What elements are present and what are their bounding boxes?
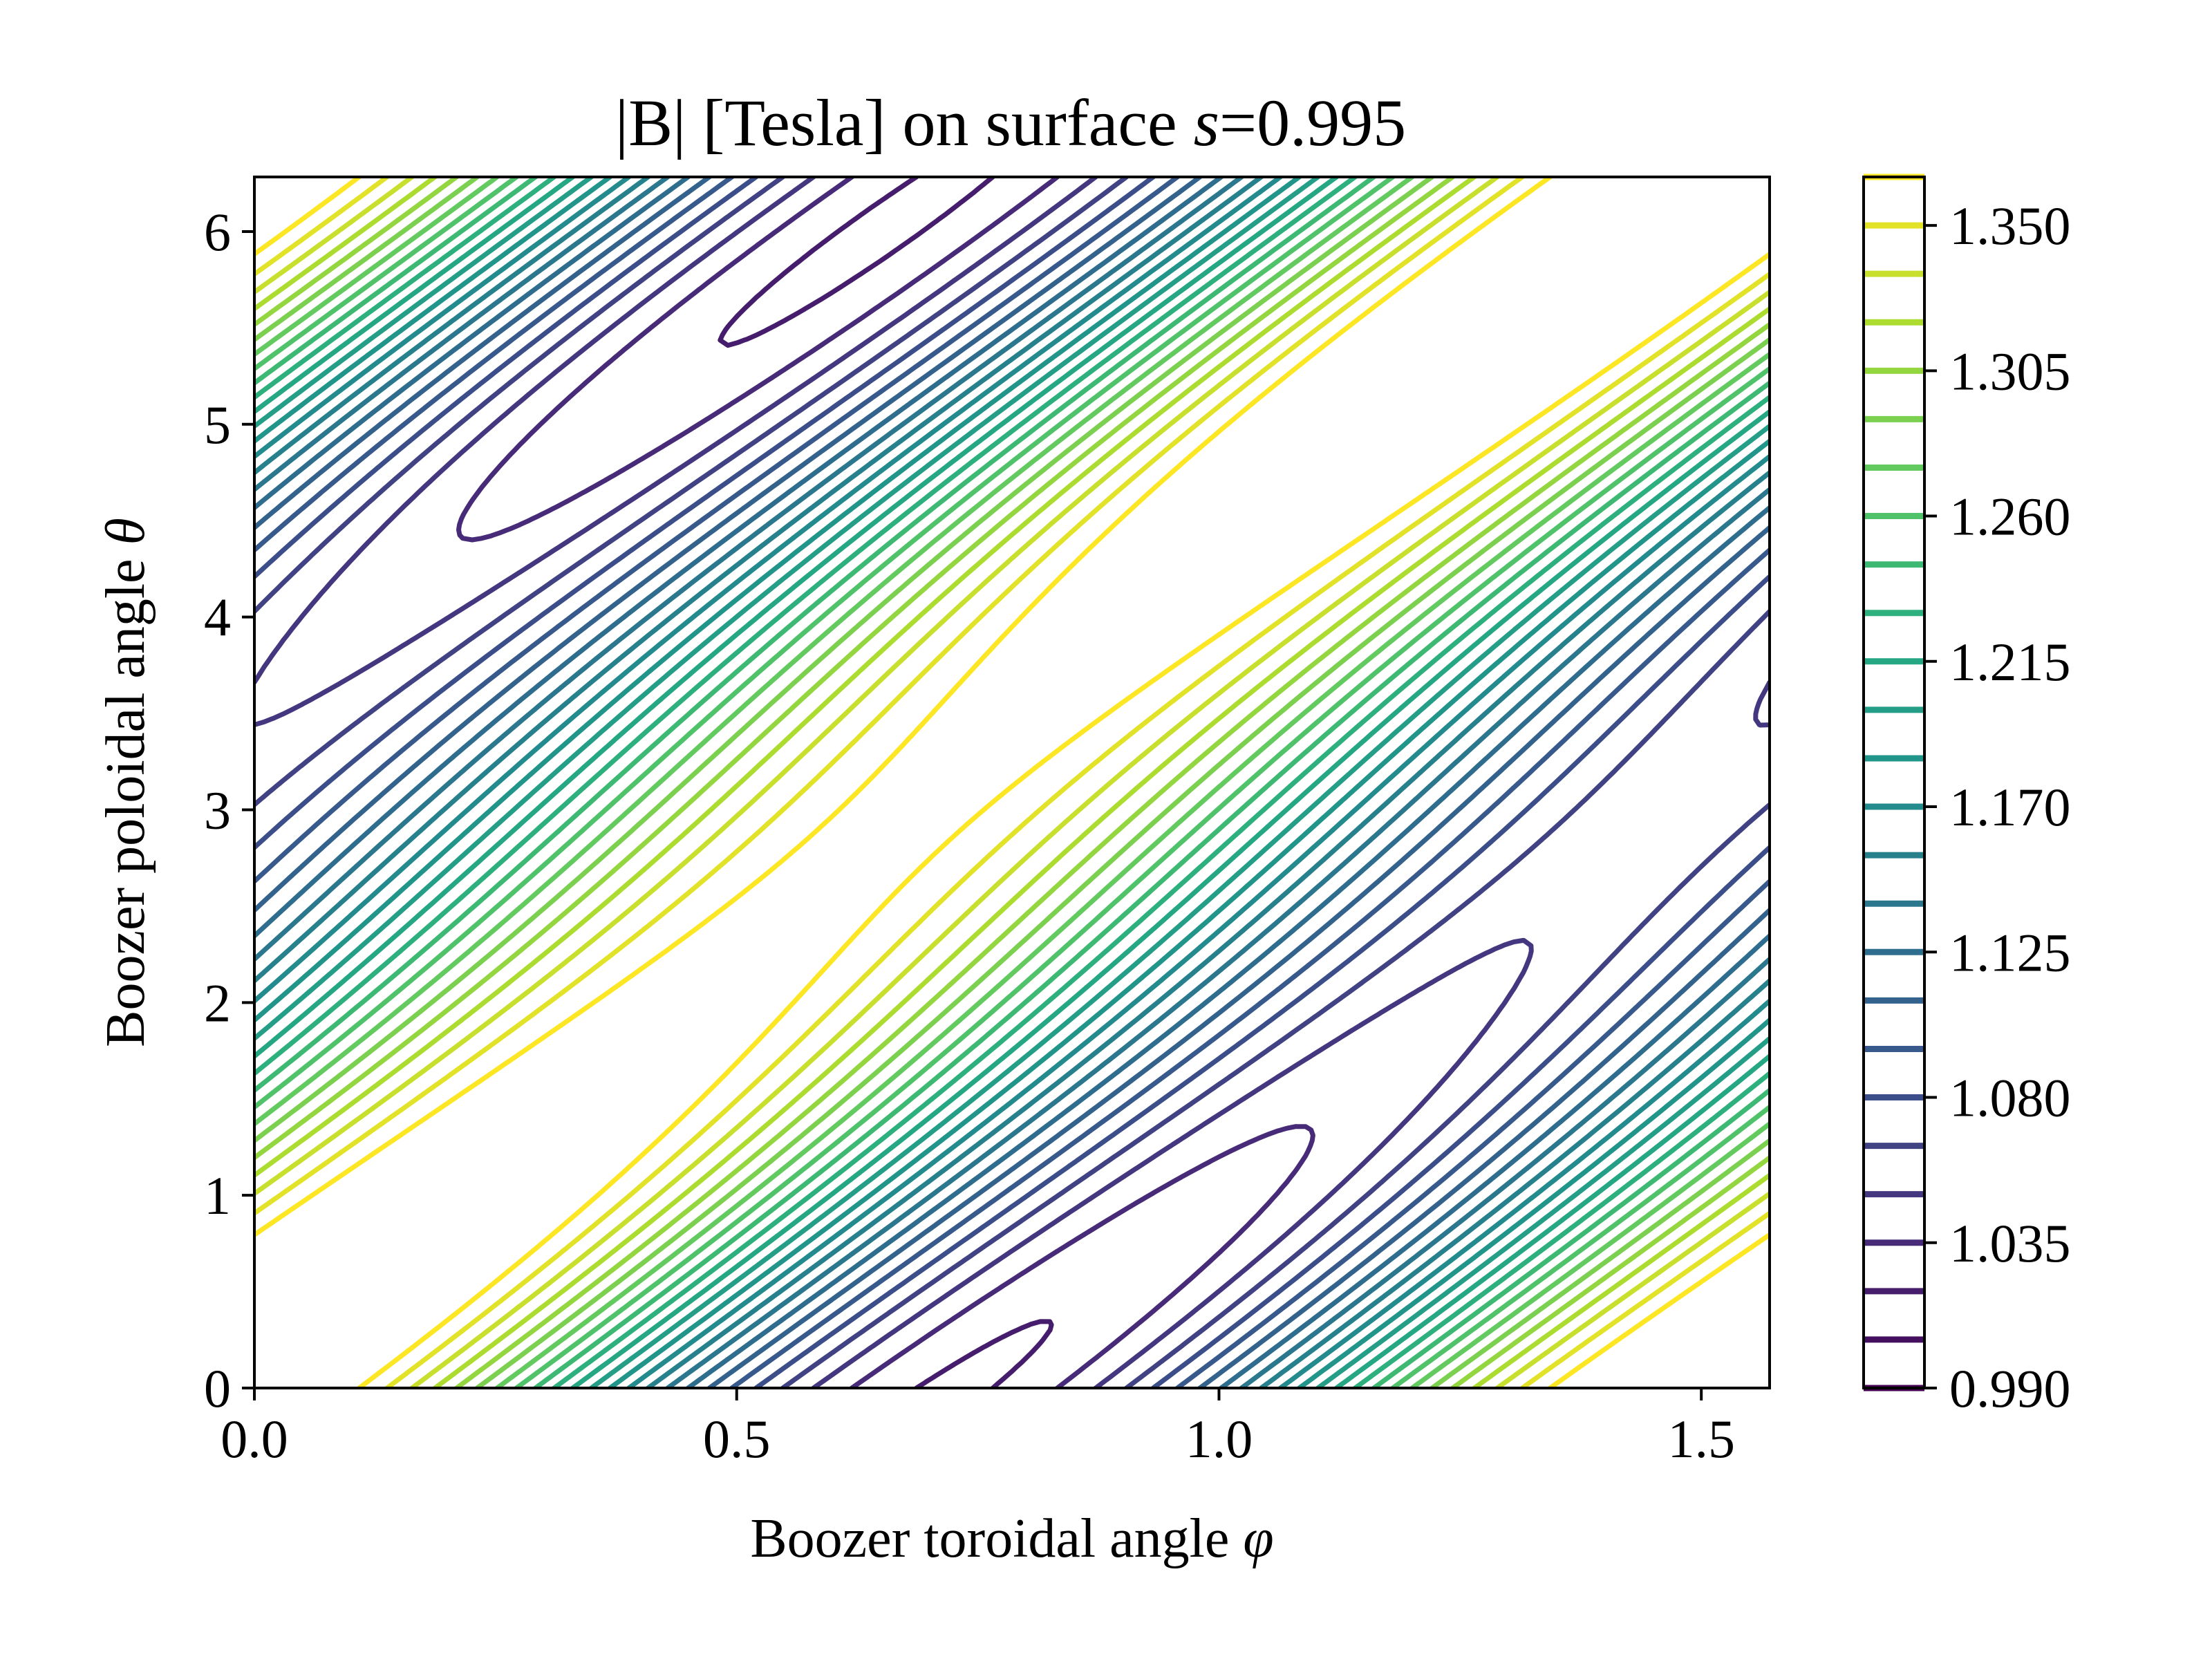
y-tick-label: 0 xyxy=(204,1358,231,1418)
colorbar-tick-label: 1.170 xyxy=(1949,777,2071,837)
y-axis-label: Boozer poloidal angle θ xyxy=(95,518,156,1047)
x-tick-label: 1.5 xyxy=(1667,1409,1735,1469)
chart-title-prefix: |B| [Tesla] on surface xyxy=(615,86,1194,160)
contour-level-22 xyxy=(254,177,1770,1388)
colorbar-tick-label: 1.260 xyxy=(1949,487,2071,547)
contour-level-20 xyxy=(254,177,1770,1388)
contour-level-24 xyxy=(254,177,1770,1388)
x-tick-label: 1.0 xyxy=(1185,1409,1253,1469)
y-axis-ticks: 0 1 2 3 4 5 6 xyxy=(204,202,254,1418)
contour-level-25 xyxy=(254,177,1770,1388)
y-tick-label: 2 xyxy=(204,973,231,1033)
contour-level-21 xyxy=(254,177,1770,1388)
contour-level-4 xyxy=(254,177,1770,1388)
chart-title-suffix: =0.995 xyxy=(1219,86,1406,160)
colorbar-tick-label: 1.305 xyxy=(1949,341,2071,401)
contour-level-3 xyxy=(456,177,1315,1388)
colorbar-tick-label: 1.080 xyxy=(1949,1068,2071,1128)
x-axis-ticks: 0.0 0.5 1.0 1.5 xyxy=(221,1388,1735,1469)
x-axis-label-text: Boozer toroidal angle xyxy=(750,1508,1243,1569)
x-axis-label: Boozer toroidal angle φ xyxy=(750,1508,1273,1569)
y-tick-label: 1 xyxy=(204,1165,231,1226)
y-tick-label: 4 xyxy=(204,588,231,648)
colorbar-tick-label: 1.350 xyxy=(1949,196,2071,256)
colorbar: 1.350 1.305 1.260 1.215 1.170 1.125 1.080 1.035… xyxy=(1862,174,2071,1418)
contour-level-8 xyxy=(254,177,1770,1388)
x-tick-label: 0.0 xyxy=(221,1409,288,1469)
y-tick-label: 3 xyxy=(204,780,231,840)
colorbar-frame xyxy=(1862,176,1926,1389)
contour-level-14 xyxy=(254,177,1770,1388)
colorbar-tick-label: 1.125 xyxy=(1949,922,2071,982)
contour-level-7 xyxy=(254,177,1770,1388)
colorbar-tick-label: 1.215 xyxy=(1949,632,2071,692)
x-tick-label: 0.5 xyxy=(703,1409,771,1469)
contour-lines xyxy=(254,177,1770,1388)
y-tick-label: 5 xyxy=(204,395,231,455)
y-axis-label-text: Boozer poloidal angle xyxy=(95,545,156,1047)
chart-title-variable: s xyxy=(1194,86,1219,160)
y-axis-label-symbol: θ xyxy=(95,518,156,545)
contour-level-13 xyxy=(254,177,1770,1388)
x-axis-label-symbol: φ xyxy=(1243,1508,1273,1569)
contour-level-11 xyxy=(254,177,1770,1388)
y-tick-label: 6 xyxy=(204,202,231,262)
chart-title: |B| [Tesla] on surface s=0.995 xyxy=(615,86,1406,160)
colorbar-tick-label: 1.035 xyxy=(1949,1213,2071,1273)
plot-frame xyxy=(253,176,1771,1389)
contour-level-12 xyxy=(254,177,1770,1388)
colorbar-tick-label: 0.990 xyxy=(1949,1358,2071,1418)
